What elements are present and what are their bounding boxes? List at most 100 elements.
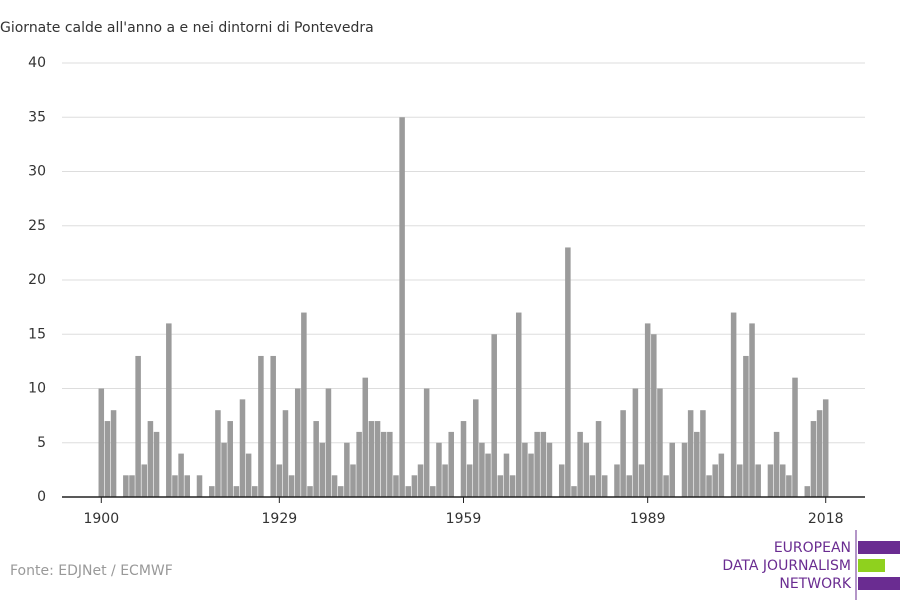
bar bbox=[270, 355, 276, 497]
bar bbox=[239, 399, 246, 497]
bar bbox=[706, 475, 712, 497]
bar bbox=[387, 431, 393, 497]
bar bbox=[221, 442, 227, 497]
bar bbox=[233, 486, 240, 497]
bar bbox=[638, 464, 645, 497]
bar bbox=[436, 442, 442, 497]
bar bbox=[98, 388, 105, 497]
y-tick-label: 20 bbox=[28, 272, 46, 288]
bar bbox=[473, 399, 479, 497]
bar bbox=[577, 431, 583, 497]
bar bbox=[282, 410, 289, 497]
bar bbox=[294, 388, 301, 497]
bar bbox=[681, 442, 688, 497]
bar bbox=[460, 421, 467, 497]
bar bbox=[522, 442, 528, 497]
bar bbox=[393, 475, 399, 497]
bar bbox=[184, 475, 191, 497]
bar bbox=[773, 431, 780, 497]
bar bbox=[644, 323, 651, 497]
bar bbox=[442, 464, 448, 497]
bar bbox=[534, 431, 540, 497]
bar bbox=[129, 475, 135, 497]
bar bbox=[307, 486, 313, 497]
bar bbox=[276, 464, 283, 497]
bar bbox=[350, 464, 356, 497]
bar bbox=[583, 442, 590, 497]
y-tick-label: 5 bbox=[37, 435, 46, 451]
bar bbox=[601, 475, 608, 497]
logo-bar bbox=[858, 541, 900, 554]
bar bbox=[509, 475, 516, 497]
bar bbox=[546, 442, 553, 497]
bar bbox=[528, 453, 534, 497]
bar bbox=[448, 431, 454, 497]
bar bbox=[712, 464, 718, 497]
bar bbox=[104, 421, 111, 497]
y-tick-label: 10 bbox=[28, 381, 46, 397]
x-tick-label: 1989 bbox=[630, 511, 666, 527]
bar bbox=[356, 431, 362, 497]
bar bbox=[411, 475, 418, 497]
bar bbox=[485, 453, 491, 497]
bar bbox=[466, 464, 473, 497]
x-tick-label: 2018 bbox=[808, 511, 844, 527]
bar bbox=[589, 475, 596, 497]
bar bbox=[749, 323, 755, 497]
bar bbox=[380, 431, 387, 497]
bar bbox=[755, 464, 761, 497]
bar bbox=[497, 475, 504, 497]
bar bbox=[325, 388, 332, 497]
bar bbox=[632, 388, 639, 497]
y-tick-label: 30 bbox=[28, 164, 46, 180]
bar bbox=[209, 486, 215, 497]
bar bbox=[810, 421, 817, 497]
bar bbox=[816, 410, 823, 497]
bar bbox=[736, 464, 743, 497]
bar bbox=[319, 442, 326, 497]
y-tick-label: 25 bbox=[28, 218, 46, 234]
logo-text: NETWORK bbox=[779, 576, 851, 592]
bar bbox=[540, 431, 547, 497]
bar bbox=[571, 486, 577, 497]
bar bbox=[405, 486, 412, 497]
bar bbox=[663, 475, 669, 497]
bar bbox=[700, 410, 706, 497]
bar bbox=[362, 377, 369, 497]
bar bbox=[337, 486, 344, 497]
chart-title: Giornate calde all'anno a e nei dintorni… bbox=[0, 20, 374, 36]
bar bbox=[479, 442, 485, 497]
x-tick-label: 1959 bbox=[446, 511, 482, 527]
bar bbox=[614, 464, 620, 497]
bar bbox=[779, 464, 786, 497]
bar bbox=[301, 312, 307, 497]
bar bbox=[743, 355, 749, 497]
bar bbox=[110, 410, 117, 497]
bar bbox=[166, 323, 172, 497]
bar bbox=[196, 475, 203, 497]
bar bbox=[669, 442, 675, 497]
bar bbox=[399, 117, 405, 497]
bar bbox=[123, 475, 129, 497]
bar bbox=[417, 464, 424, 497]
bar bbox=[331, 475, 338, 497]
bar bbox=[252, 486, 258, 497]
bar bbox=[245, 453, 252, 497]
bar bbox=[430, 486, 436, 497]
bar bbox=[651, 334, 657, 497]
bar bbox=[558, 464, 565, 497]
bar bbox=[368, 421, 375, 497]
bar bbox=[620, 410, 626, 497]
bar bbox=[657, 388, 663, 497]
y-tick-label: 0 bbox=[37, 489, 46, 505]
bar bbox=[503, 453, 510, 497]
bar bbox=[258, 355, 264, 497]
bar bbox=[786, 475, 792, 497]
bar bbox=[374, 421, 381, 497]
bar bbox=[423, 388, 430, 497]
bar bbox=[313, 421, 319, 497]
logo-bar bbox=[858, 577, 900, 590]
x-tick-label: 1929 bbox=[262, 511, 298, 527]
bar bbox=[730, 312, 737, 497]
